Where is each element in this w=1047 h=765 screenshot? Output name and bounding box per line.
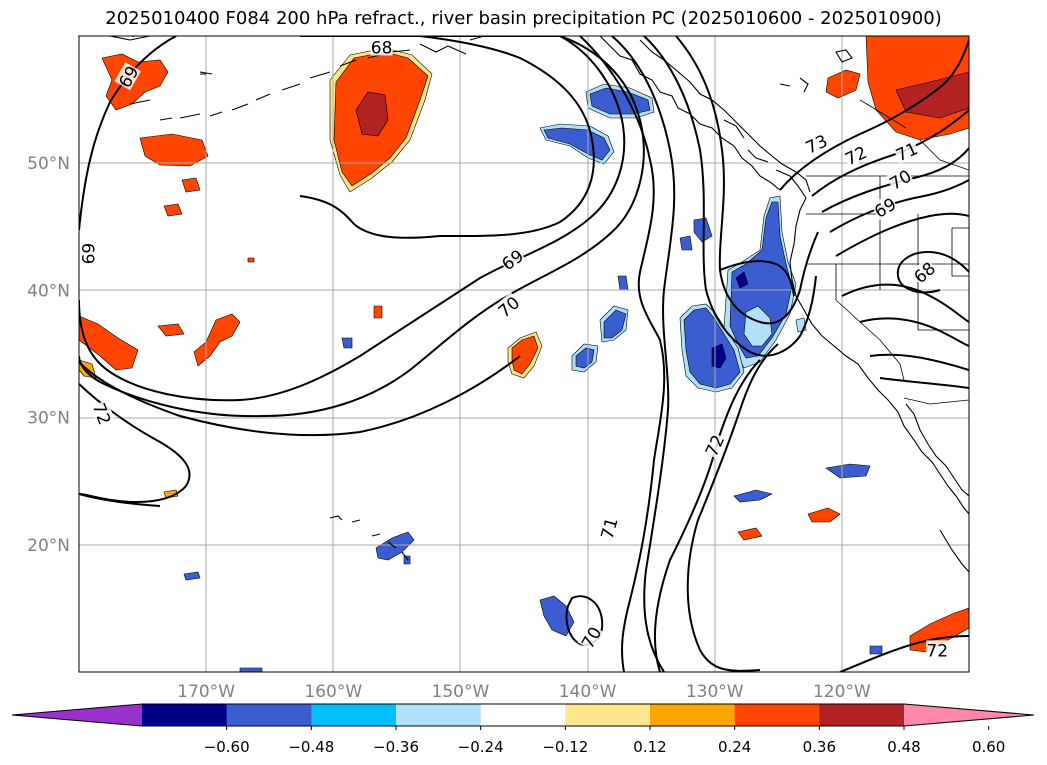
colorbar-tick-label: −0.24 <box>458 738 504 756</box>
contour-east-arc-3 <box>869 353 969 371</box>
colorbar-extend-low <box>12 704 142 726</box>
lat-tick-label: 20°N <box>27 536 70 556</box>
contour-label: 72 <box>926 640 949 661</box>
contour-72-northeast <box>811 109 969 197</box>
figure-title: 2025010400 F084 200 hPa refract., river … <box>105 8 942 29</box>
colorbar-segment <box>396 704 482 726</box>
contour-label-text: 72 <box>926 641 948 661</box>
contour-72-east <box>675 36 819 325</box>
contour-68-northwest <box>132 36 595 239</box>
lat-tick-label: 30°N <box>27 409 70 429</box>
lon-tick-label: 170°W <box>177 682 235 702</box>
colorbar-tick-label: −0.12 <box>542 738 588 756</box>
colorbar-segment <box>226 704 312 726</box>
contour-69-northeast <box>835 212 969 257</box>
contour-70-south <box>654 359 761 672</box>
anomaly-area-mexico-offshore <box>239 463 883 672</box>
colorbar-tick-label: 0.60 <box>972 738 1005 756</box>
contour-southwest <box>79 493 161 507</box>
lat-tick-label: 50°N <box>27 154 70 174</box>
contour-68-northeast <box>896 250 969 294</box>
colorbar-tick-label: 0.48 <box>887 738 920 756</box>
positive-anomaly-areas <box>79 36 969 653</box>
anomaly-area-gulf-of-alaska <box>329 47 433 193</box>
anomaly-area-central-pacific <box>507 331 543 379</box>
colorbar-tick-label: 0.24 <box>718 738 751 756</box>
lat-tick-label: 40°N <box>27 281 70 301</box>
anomaly-area-central-negative <box>341 275 629 373</box>
contour-71-west <box>79 355 521 437</box>
contour-east-arc-4 <box>879 377 969 389</box>
colorbar-outline <box>11 703 1035 727</box>
longitude-tick-labels: 170°W 160°W 150°W 140°W 130°W 120°W <box>177 682 871 702</box>
contour-70-northeast <box>829 179 969 233</box>
contour-70-east <box>611 36 676 672</box>
contour-73-northeast <box>779 39 969 191</box>
map-frame <box>78 35 970 673</box>
contour-label: 71 <box>596 515 623 542</box>
colorbar-segment <box>142 704 228 726</box>
latitude-tick-labels: 20°N 30°N 40°N 50°N <box>27 154 70 556</box>
anomaly-area-hawaii <box>183 531 575 637</box>
contour-label-text: 69 <box>77 243 97 265</box>
contour-east-arc-1 <box>841 283 969 323</box>
contour-71-south <box>686 343 779 672</box>
colorbar-segment <box>565 704 651 726</box>
lon-tick-label: 130°W <box>686 682 744 702</box>
contour-69-west <box>79 36 626 402</box>
colorbar-segment <box>480 704 566 726</box>
contour-east-arc-2 <box>859 317 969 347</box>
contour-label: 69 <box>77 242 98 265</box>
lon-tick-label: 150°W <box>432 682 490 702</box>
contour-69-east <box>579 36 666 672</box>
contour-69-northwest <box>79 36 177 231</box>
lon-tick-label: 140°W <box>559 682 617 702</box>
gridlines <box>79 36 969 672</box>
colorbar-segment <box>819 704 905 726</box>
contour-71-northeast <box>821 147 969 213</box>
contour-label: 68 <box>370 37 393 58</box>
colorbar-tick-label: −0.60 <box>204 738 250 756</box>
colorbar-segment <box>311 704 397 726</box>
contour-southeast <box>839 635 969 672</box>
lon-tick-label: 160°W <box>304 682 362 702</box>
contour-east-coastal <box>719 260 795 297</box>
colorbar-tick-label: −0.36 <box>373 738 419 756</box>
colorbar: −0.60 −0.48 −0.36 −0.24 −0.12 0.12 0.24 0.36 0.4… <box>11 703 1035 756</box>
lon-tick-label: 120°W <box>813 682 871 702</box>
coastlines <box>79 36 969 573</box>
colorbar-tick-label: −0.48 <box>288 738 334 756</box>
contour-71-east <box>643 36 817 357</box>
colorbar-tick-label: 0.12 <box>633 738 666 756</box>
colorbar-segment <box>650 704 736 726</box>
colorbar-segment <box>734 704 820 726</box>
colorbar-extend-high <box>904 704 1034 726</box>
contour-label-text: 68 <box>371 38 393 58</box>
refractivity-contours <box>79 36 969 672</box>
colorbar-tick-label: 0.36 <box>803 738 836 756</box>
anomaly-area-northwest <box>101 53 209 217</box>
